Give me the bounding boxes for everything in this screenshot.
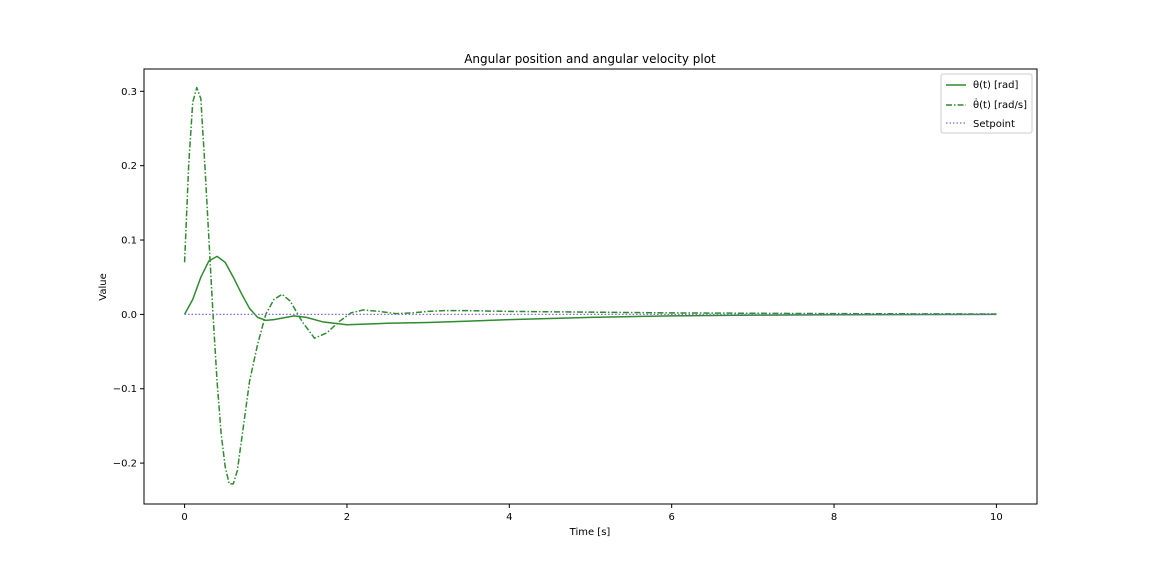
x-tick-label: 2 [344,512,350,523]
y-tick-label: 0.1 [121,236,137,247]
y-tick-label: −0.2 [113,459,137,470]
chart-title: Angular position and angular velocity pl… [464,52,716,66]
legend-box [940,73,1033,134]
plot-area [143,68,1038,505]
x-tick-label: 6 [668,512,674,523]
legend-label-theta: θ(t) [rad] [973,80,1019,91]
series-line-1 [183,86,997,485]
y-axis: 0.3 0.2 0.1 0.0 −0.1 −0.2 [113,87,144,470]
x-tick-label: 4 [506,512,512,523]
y-tick-label: 0.2 [121,161,137,172]
y-axis-label: Value [98,273,109,300]
y-tick-label: 0.3 [121,87,137,98]
legend: θ(t) [rad] θ̇(t) [rad/s] Setpoint [940,73,1033,134]
legend-label-theta-dot: θ̇(t) [rad/s] [973,97,1027,111]
x-axis-label: Time [s] [569,527,611,538]
y-tick-label: 0.0 [121,310,137,321]
x-tick-label: 10 [990,512,1003,523]
series-line-0 [183,255,997,326]
legend-label-setpoint: Setpoint [973,119,1015,130]
x-axis: 0 2 4 6 8 10 [181,504,1003,523]
x-tick-label: 8 [831,512,837,523]
series-layer [183,86,997,485]
x-tick-label: 0 [181,512,187,523]
axes-frame [143,68,1038,505]
y-tick-label: −0.1 [113,384,137,395]
